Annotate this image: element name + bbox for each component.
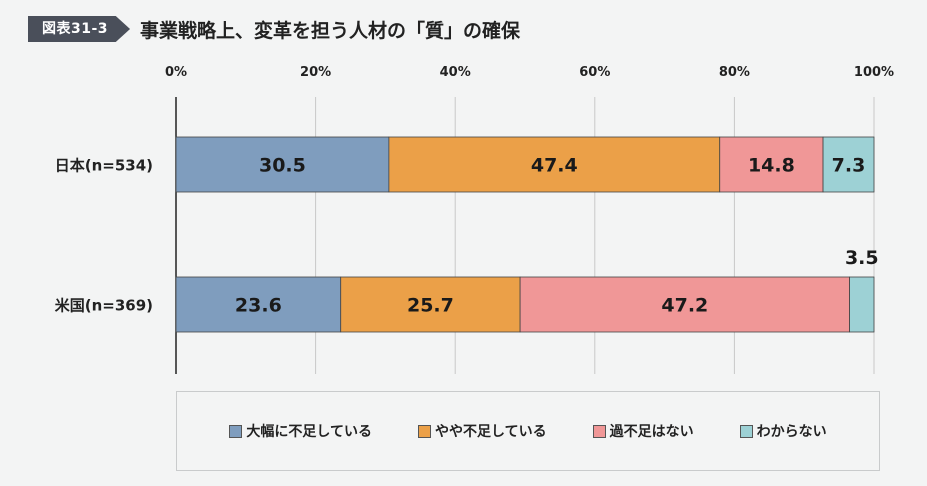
x-tick-label: 60% — [579, 65, 610, 80]
bar-segment — [822, 136, 875, 193]
legend-label: 過不足はない — [609, 424, 694, 440]
legend-swatch — [229, 424, 243, 438]
category-label: 米国(n=369) — [55, 297, 153, 315]
stacked-bar-chart: 0% 20% 40% 60% 80% 100% 日本(n=534) 30.5 47.4 14.8 7… — [55, 65, 894, 374]
bar-segment — [175, 136, 390, 193]
figure-header: 図表31-3 事業戦略上、変革を担う人材の「質」の確保 — [28, 14, 520, 44]
data-label: 3.5 — [845, 247, 879, 269]
data-label: 23.6 — [235, 295, 282, 317]
legend-item: わからない — [739, 421, 827, 441]
bar-segment — [849, 276, 875, 333]
legend-label: 大幅に不足している — [246, 424, 372, 440]
legend-item: やや不足している — [418, 421, 547, 441]
legend-swatch — [739, 424, 753, 438]
x-tick-label: 20% — [300, 65, 331, 80]
bar-segment — [175, 276, 342, 333]
legend-item: 過不足はない — [592, 421, 694, 441]
data-label: 47.2 — [661, 295, 708, 317]
data-label: 25.7 — [407, 295, 454, 317]
legend-swatch — [418, 424, 431, 438]
data-label: 7.3 — [832, 155, 866, 177]
data-label: 47.4 — [531, 155, 578, 177]
x-tick-label: 40% — [440, 65, 471, 80]
category-label: 日本(n=534) — [55, 157, 153, 175]
figure-title: 事業戦略上、変革を担う人材の「質」の確保 — [140, 19, 521, 42]
legend-label: わからない — [756, 424, 827, 440]
bar-segment — [519, 276, 850, 333]
x-tick-label: 100% — [854, 65, 894, 80]
data-label: 30.5 — [259, 155, 306, 177]
x-tick-label: 0% — [165, 65, 187, 80]
legend-swatch — [592, 424, 606, 438]
legend-item: 大幅に不足している — [229, 421, 372, 441]
x-tick-label: 80% — [719, 65, 750, 80]
legend-label: やや不足している — [435, 424, 547, 440]
figure-number-badge: 図表31-3 — [28, 16, 131, 42]
chart-legend: 大幅に不足している やや不足している 過不足はない わからない — [176, 391, 880, 471]
bar-segment — [388, 136, 721, 193]
data-label: 14.8 — [748, 155, 795, 177]
bar-segment — [340, 276, 521, 333]
